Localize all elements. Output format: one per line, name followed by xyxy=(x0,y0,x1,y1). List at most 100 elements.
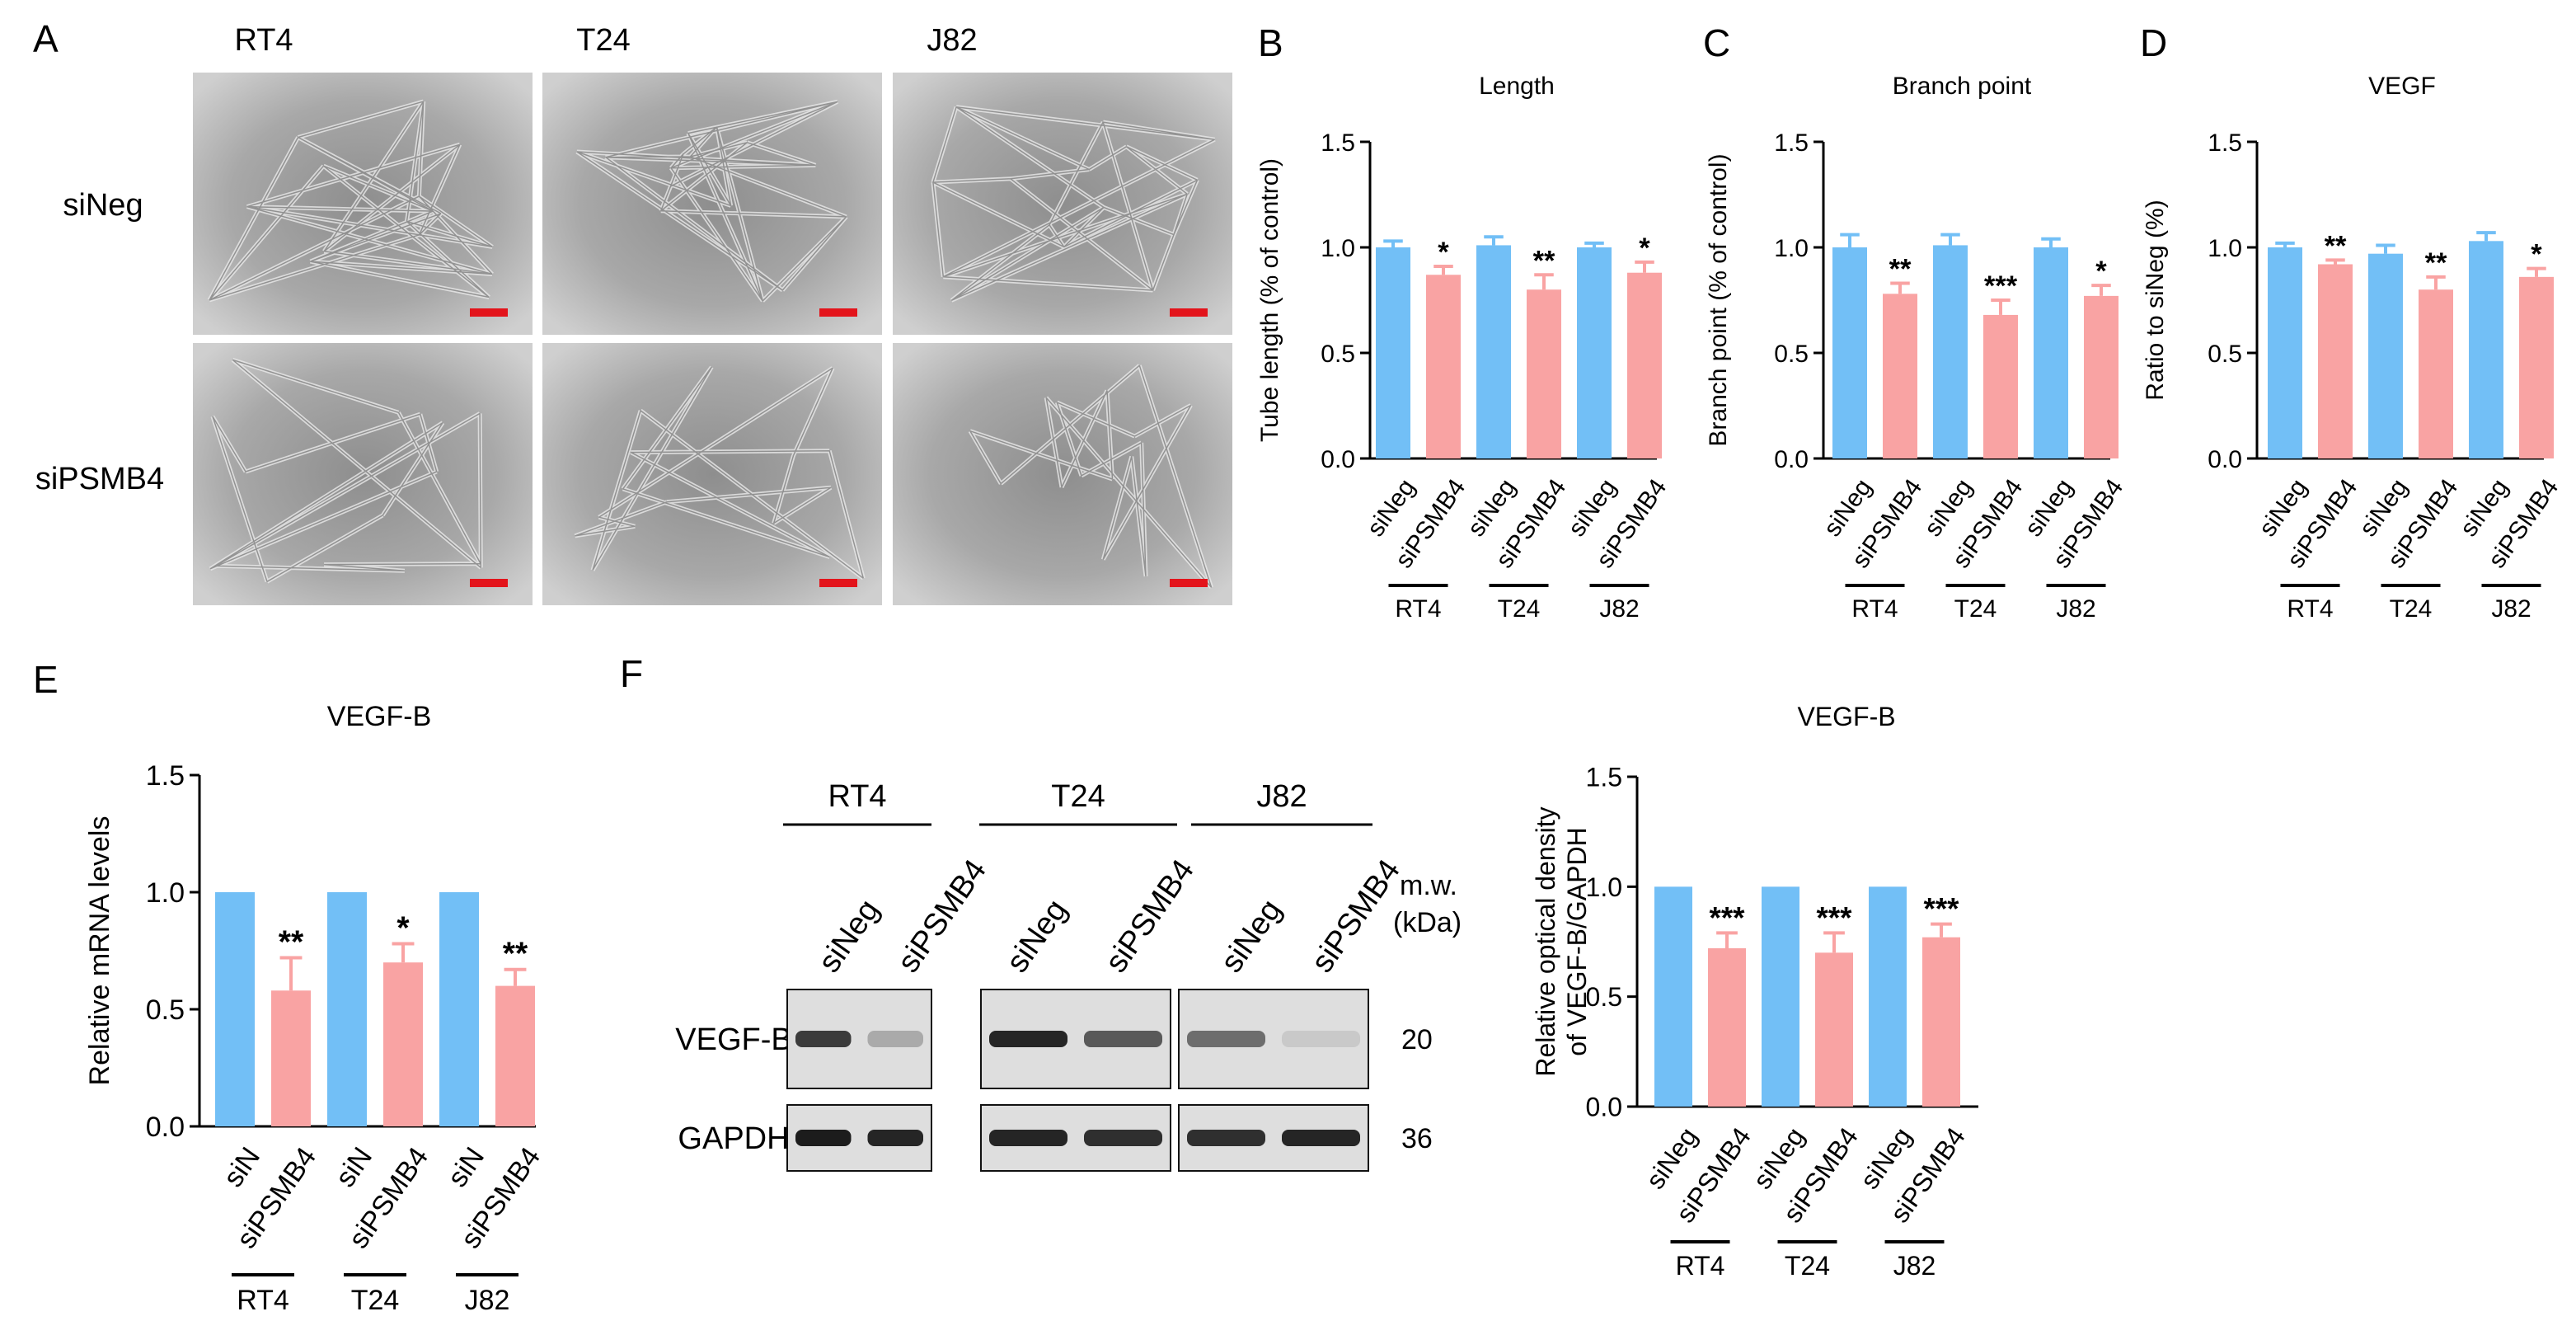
y-tick-label: 1.5 xyxy=(1774,129,1809,157)
y-tick-label: 0.5 xyxy=(2208,341,2242,368)
blot-lane-label: siPSMB4 xyxy=(891,853,993,979)
bar xyxy=(2469,241,2503,458)
bar xyxy=(1832,247,1867,458)
blot-band xyxy=(867,1130,923,1146)
blot-lane-label: siNeg xyxy=(1000,893,1074,979)
significance-label: *** xyxy=(1710,900,1746,934)
bar xyxy=(215,892,255,1126)
panel-a-row-header: siPSMB4 xyxy=(35,462,165,496)
bar xyxy=(2034,247,2068,458)
blot-group-label: J82 xyxy=(1256,779,1307,814)
blot-band xyxy=(795,1130,852,1146)
y-axis-label: Ratio to siNeg (%) xyxy=(2142,200,2169,400)
panel-a-col-header: RT4 xyxy=(234,23,293,58)
micrograph-background xyxy=(193,73,533,335)
blot-lane-label: siPSMB4 xyxy=(1305,853,1407,979)
band-mw: 20 xyxy=(1401,1024,1433,1055)
blot-group-label: RT4 xyxy=(828,779,886,814)
scale-bar xyxy=(1170,579,1208,587)
panel-letter: B xyxy=(1258,21,1283,64)
group-label: J82 xyxy=(465,1285,510,1316)
bar xyxy=(2318,264,2353,458)
y-axis-label: Branch point (% of control) xyxy=(1705,153,1732,446)
band-label: VEGF-B xyxy=(675,1022,791,1057)
group-label: RT4 xyxy=(1676,1251,1725,1281)
cell-network-outline xyxy=(209,101,493,301)
bar xyxy=(1708,948,1746,1107)
y-tick-label: 0.0 xyxy=(1774,446,1809,473)
micrograph-background xyxy=(542,73,882,335)
group-label: J82 xyxy=(1599,595,1639,623)
bar xyxy=(1922,937,1960,1107)
chart-title: Branch point xyxy=(1893,73,2032,100)
group-label: J82 xyxy=(2056,595,2095,623)
y-tick-label: 0.0 xyxy=(146,1112,185,1143)
chart-tube-length: B Length 0.0 0.5 1.0 1.5 Tube length (% of con… xyxy=(1256,21,1672,623)
y-tick-label: 0.0 xyxy=(2208,446,2242,473)
y-tick-label: 0.5 xyxy=(1774,341,1809,368)
category-label: siN xyxy=(330,1142,378,1193)
bar xyxy=(1883,294,1917,458)
scale-bar xyxy=(470,308,508,317)
y-tick-label: 1.5 xyxy=(1586,763,1622,792)
group-label: T24 xyxy=(2390,595,2433,623)
bar xyxy=(1527,289,1561,458)
bar xyxy=(1476,245,1511,458)
significance-label: *** xyxy=(1817,900,1853,934)
bar xyxy=(1933,245,1968,458)
panel-a-col-header: T24 xyxy=(576,23,631,58)
group-label: RT4 xyxy=(237,1285,289,1316)
chart-branch-point: C Branch point 0.0 0.5 1.0 1.5 Branch point (%… xyxy=(1703,21,2128,623)
significance-label: * xyxy=(1639,233,1650,264)
scale-bar xyxy=(470,579,508,587)
blot-band xyxy=(1187,1130,1265,1146)
chart-vegfb-mrna: E VEGF-B 0.0 0.5 1.0 1.5 Relative mRNA levels s… xyxy=(33,658,547,1316)
microscopy-grid xyxy=(193,73,1232,605)
y-tick-label: 1.5 xyxy=(146,760,185,792)
group-label: RT4 xyxy=(1395,595,1441,623)
y-axis-label: Relative optical density xyxy=(1531,806,1560,1076)
panel-a-letter: A xyxy=(33,17,59,60)
blot-band xyxy=(1187,1031,1265,1047)
mw-header: m.w. xyxy=(1400,870,1457,901)
y-tick-label: 0.5 xyxy=(1321,341,1355,368)
y-tick-label: 0.0 xyxy=(1586,1093,1622,1122)
panel-letter: D xyxy=(2140,21,2167,64)
group-label: J82 xyxy=(1893,1251,1936,1281)
bar xyxy=(2419,289,2453,458)
y-tick-label: 1.0 xyxy=(1586,872,1622,902)
bar xyxy=(1983,314,2018,458)
group-label: T24 xyxy=(1954,595,1997,623)
bar xyxy=(1426,275,1461,458)
y-axis-label: Relative mRNA levels xyxy=(84,816,115,1086)
panel-letter: E xyxy=(33,658,59,701)
bar xyxy=(1577,247,1612,458)
cell-network-outline xyxy=(575,366,865,579)
scale-bar xyxy=(1170,308,1208,317)
significance-label: ** xyxy=(503,937,528,972)
bar xyxy=(1627,272,1662,458)
bar xyxy=(439,892,479,1126)
blot-band xyxy=(1282,1130,1360,1146)
chart-title: VEGF-B xyxy=(327,701,432,732)
micrograph xyxy=(193,73,533,335)
chart-vegfb-density: VEGF-B 0.0 0.5 1.0 1.5 Relative optical densi… xyxy=(1531,702,1978,1281)
cell-network-outline xyxy=(932,106,1215,301)
bar xyxy=(2268,247,2302,458)
significance-label: * xyxy=(2095,256,2107,287)
significance-label: ** xyxy=(1533,245,1555,276)
micrograph xyxy=(893,73,1232,335)
significance-label: * xyxy=(2531,239,2542,270)
significance-label: *** xyxy=(1984,270,2018,302)
y-tick-label: 1.0 xyxy=(1321,235,1355,262)
bar xyxy=(1815,952,1853,1107)
blot-band xyxy=(989,1031,1067,1047)
bar xyxy=(1869,886,1907,1107)
blot-lane-label: siPSMB4 xyxy=(1099,853,1201,979)
blot-band xyxy=(795,1031,852,1047)
y-tick-label: 0.5 xyxy=(146,994,185,1026)
chart-title: VEGF-B xyxy=(1797,702,1895,731)
panel-a-row-header: siNeg xyxy=(63,188,143,223)
